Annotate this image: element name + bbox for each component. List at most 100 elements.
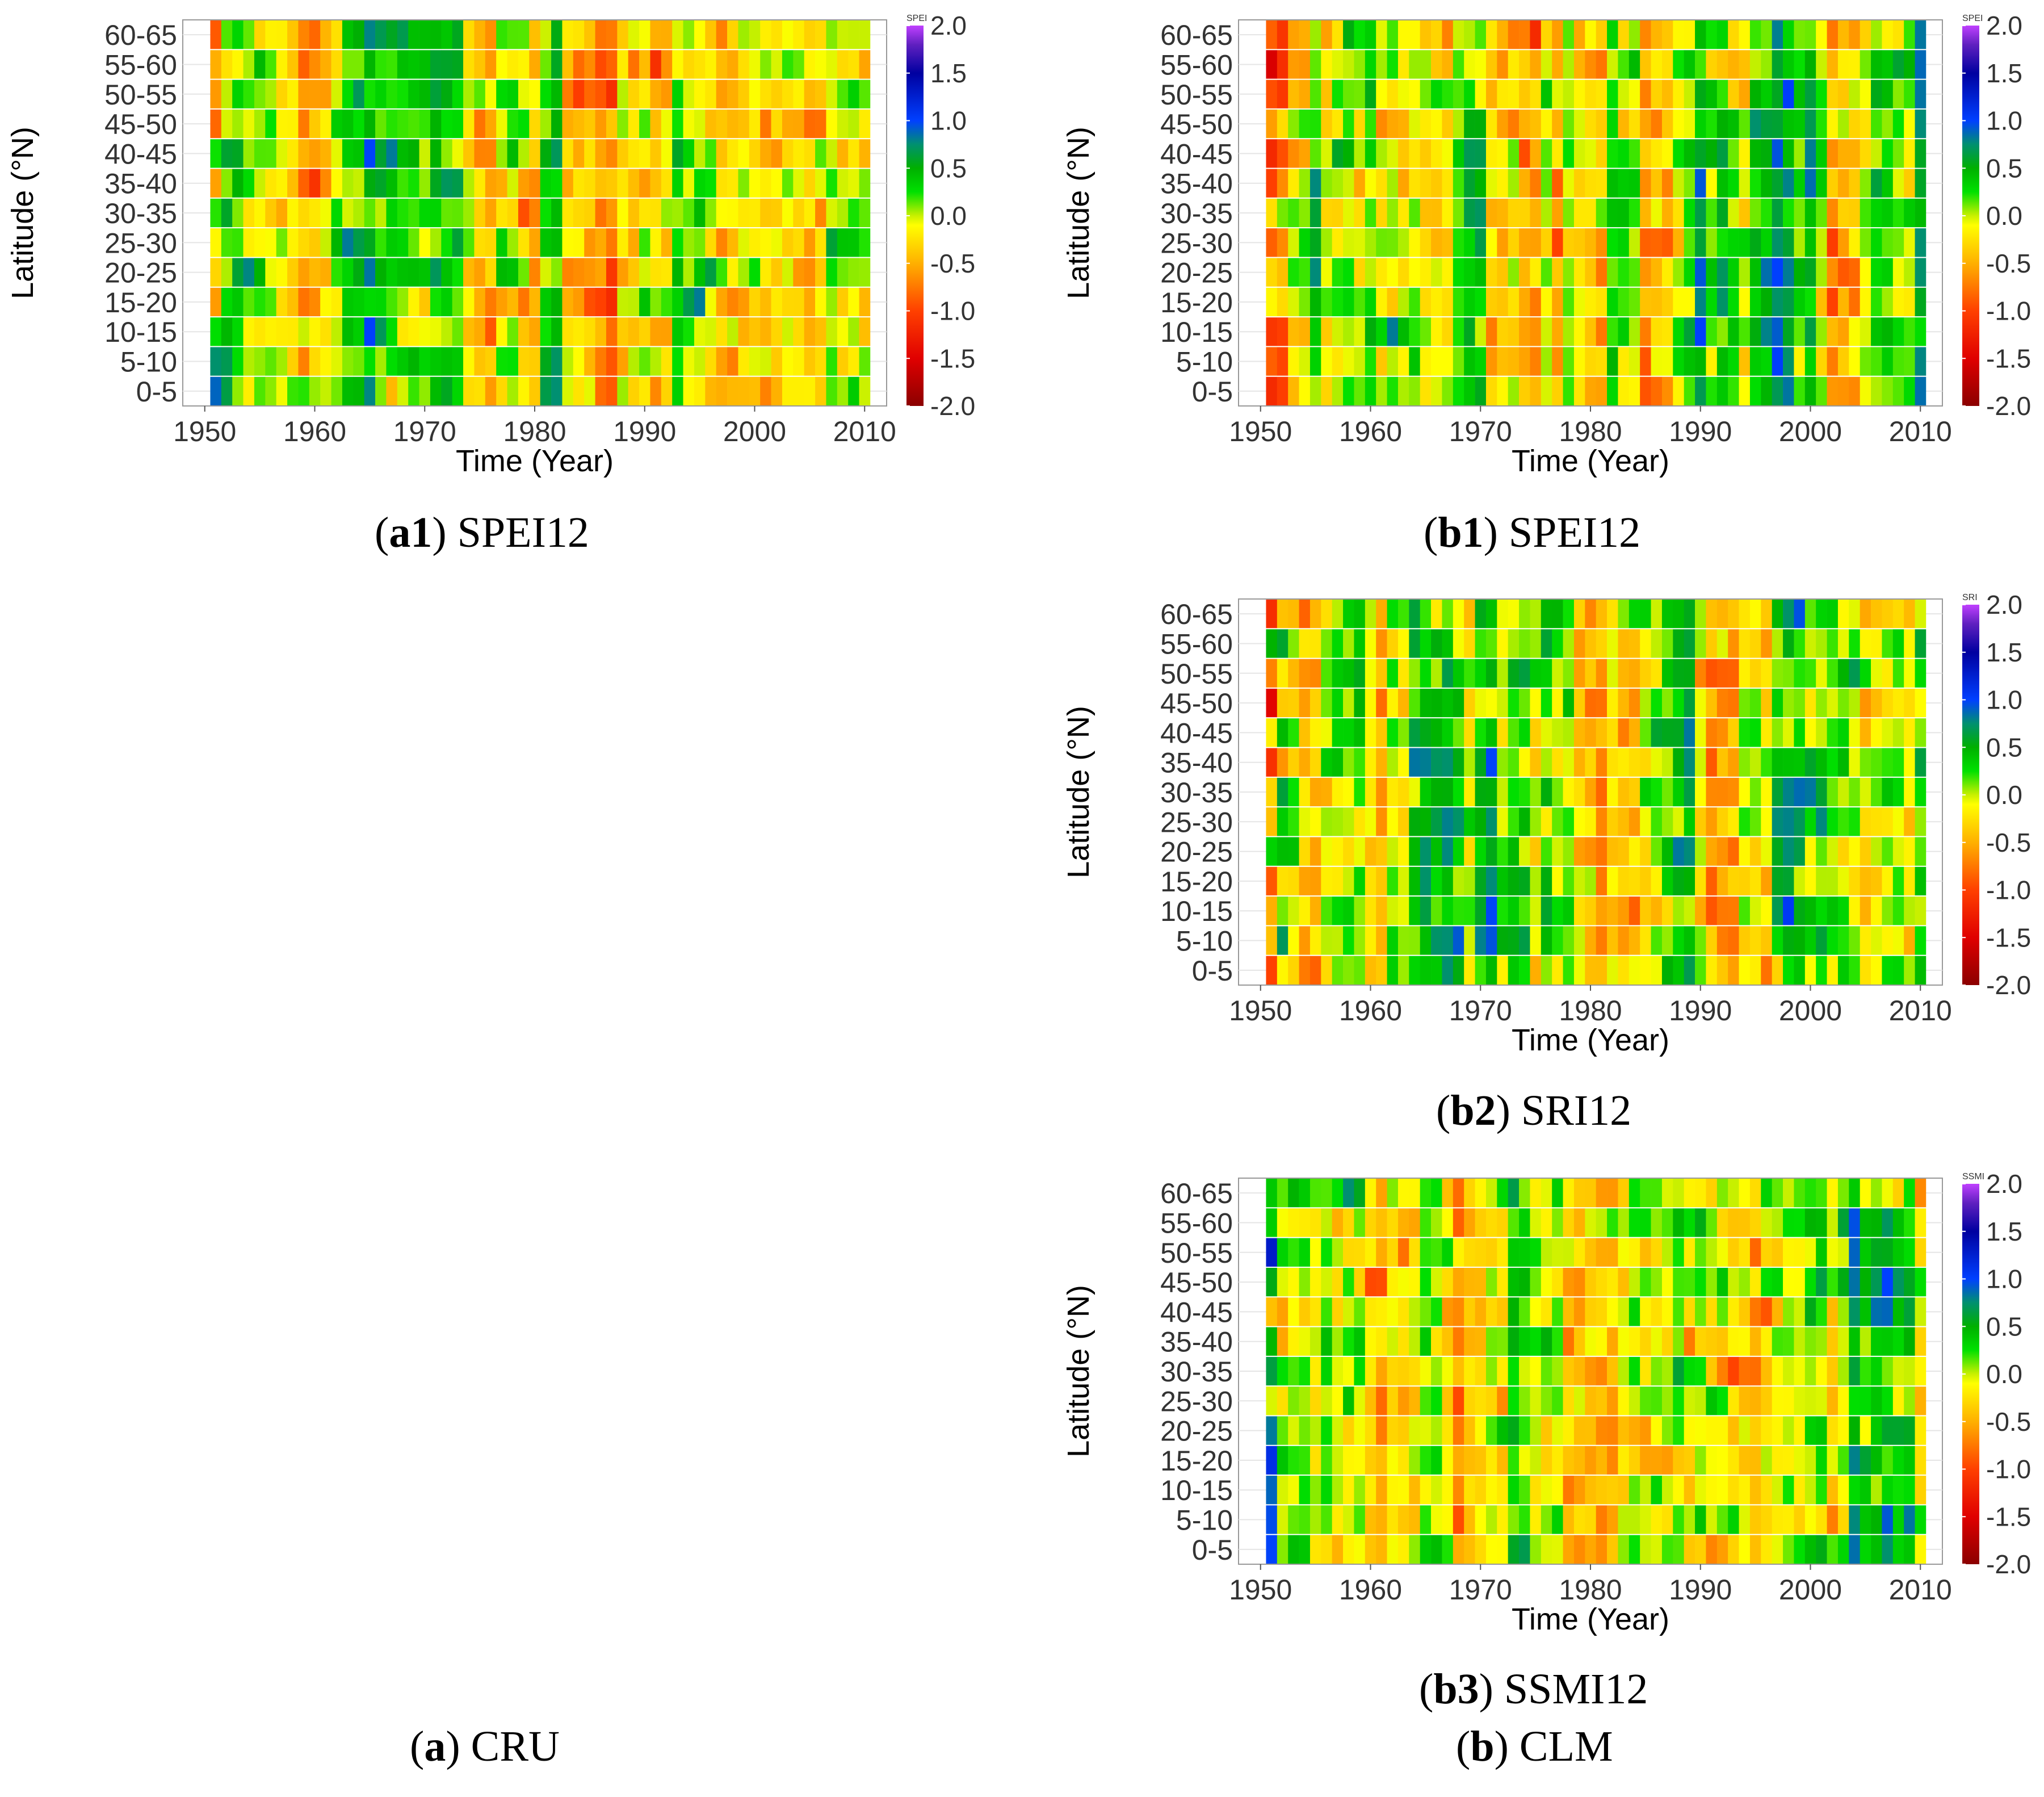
heatmap-cell — [1673, 287, 1684, 317]
heatmap-cell — [1629, 1179, 1640, 1208]
heatmap-cell — [1607, 1535, 1618, 1564]
heatmap-cell — [1573, 1446, 1585, 1475]
heatmap-cell — [1497, 347, 1508, 376]
heatmap-cell — [617, 317, 628, 346]
heatmap-cell — [243, 376, 255, 405]
heatmap-cell — [1661, 139, 1673, 168]
colorbar-title: SRI — [1962, 593, 1978, 602]
heatmap-cell — [1761, 1327, 1772, 1356]
heatmap-cell — [254, 169, 266, 198]
heatmap-cell — [1684, 1446, 1695, 1475]
heatmap-cell — [265, 169, 276, 198]
heatmap-cell — [1354, 1208, 1366, 1237]
heatmap-cell — [1695, 1179, 1706, 1208]
heatmap-cell — [1309, 1238, 1321, 1267]
y-tick-label: 30-35 — [1160, 198, 1233, 229]
heatmap-cell — [1695, 718, 1706, 747]
heatmap-cell — [1508, 866, 1520, 896]
heatmap-cell — [1794, 1416, 1806, 1445]
heatmap-cell — [639, 376, 650, 405]
heatmap-cell — [1497, 1238, 1508, 1267]
heatmap-cell — [1442, 169, 1454, 198]
heatmap-cell — [1464, 347, 1475, 376]
heatmap-cell — [1871, 258, 1882, 287]
heatmap-cell — [1596, 198, 1608, 228]
heatmap-cell — [1573, 258, 1585, 287]
heatmap-cell — [1288, 20, 1299, 49]
heatmap-cell — [1716, 866, 1728, 896]
heatmap-cell — [1860, 228, 1871, 257]
heatmap-cell — [1629, 866, 1640, 896]
heatmap-cell — [1915, 376, 1927, 405]
heatmap-cell — [1761, 1416, 1772, 1445]
caption-b2-rest: ) SRI12 — [1496, 1087, 1632, 1134]
heatmap-cell — [1387, 600, 1399, 629]
heatmap-cell — [716, 109, 728, 139]
heatmap-cell — [1376, 50, 1387, 79]
heatmap-cell — [1651, 79, 1663, 108]
heatmap-cells — [1266, 600, 1927, 985]
heatmap-cell — [1288, 198, 1299, 228]
heatmap-cell — [551, 258, 563, 287]
heatmap-cell — [1485, 347, 1497, 376]
heatmap-cell — [1695, 1446, 1706, 1475]
heatmap-cell — [1706, 1208, 1718, 1237]
colorbar-tick-label: 2.0 — [1986, 590, 2022, 619]
heatmap-cell — [1892, 777, 1904, 807]
heatmap-cell — [1827, 1416, 1839, 1445]
heatmap-cell — [1354, 228, 1366, 257]
heatmap-cell — [1596, 109, 1608, 139]
heatmap-cell — [1739, 777, 1751, 807]
heatmap-cell — [1607, 50, 1618, 79]
heatmap-cell — [1673, 600, 1684, 629]
heatmap-cell — [1508, 287, 1520, 317]
heatmap-cell — [1552, 1387, 1563, 1415]
heatmap-cell — [397, 287, 409, 317]
heatmap-cell — [1475, 837, 1487, 866]
heatmap-cell — [1563, 1267, 1575, 1297]
heatmap-cell — [584, 139, 595, 168]
heatmap-cell — [1420, 1446, 1432, 1475]
heatmap-cell — [1596, 629, 1608, 658]
heatmap-cell — [1706, 1535, 1718, 1564]
heatmap-cell — [1475, 718, 1487, 747]
heatmap-cell — [1739, 1356, 1751, 1386]
heatmap-cell — [1706, 956, 1718, 985]
heatmap-cell — [518, 347, 530, 376]
heatmap-cell — [1266, 287, 1278, 317]
heatmap-cell — [1596, 50, 1608, 79]
heatmap-cell — [1485, 777, 1497, 807]
heatmap-cell — [1651, 600, 1663, 629]
colorbar-tick-label: -1.5 — [930, 344, 975, 373]
heatmap-cell — [1640, 748, 1651, 777]
heatmap-cell — [1618, 1179, 1630, 1208]
heatmap-cell — [1837, 1416, 1849, 1445]
heatmap-cell — [1871, 1416, 1882, 1445]
heatmap-cell — [1387, 139, 1399, 168]
heatmap-cell — [1915, 109, 1927, 139]
heatmap-cell — [1673, 659, 1684, 688]
heatmap-cell — [1739, 629, 1751, 658]
heatmap-cell — [1585, 258, 1596, 287]
heatmap-cell — [1475, 748, 1487, 777]
heatmap-cell — [1596, 807, 1608, 836]
heatmap-cell — [1871, 317, 1882, 346]
heatmap-cell — [419, 258, 431, 287]
heatmap-cell — [1354, 866, 1366, 896]
heatmap-cell — [1464, 1267, 1475, 1297]
heatmap-cell — [1794, 926, 1806, 955]
heatmap-cell — [804, 287, 816, 317]
heatmap-cell — [1739, 1505, 1751, 1534]
heatmap-panel-clm-spei12: 0-55-1010-1515-2020-2525-3030-3535-4040-… — [1061, 11, 2031, 478]
heatmap-cell — [1321, 1238, 1332, 1267]
heatmap-cell — [331, 50, 343, 79]
heatmap-cell — [1485, 866, 1497, 896]
heatmap-cell — [606, 376, 618, 405]
heatmap-cell — [1266, 688, 1278, 718]
heatmap-cell — [1816, 1327, 1827, 1356]
heatmap-cell — [1728, 198, 1739, 228]
heatmap-cell — [1618, 376, 1630, 405]
heatmap-cell — [1651, 20, 1663, 49]
heatmap-cell — [474, 139, 486, 168]
heatmap-cell — [1794, 1179, 1806, 1208]
